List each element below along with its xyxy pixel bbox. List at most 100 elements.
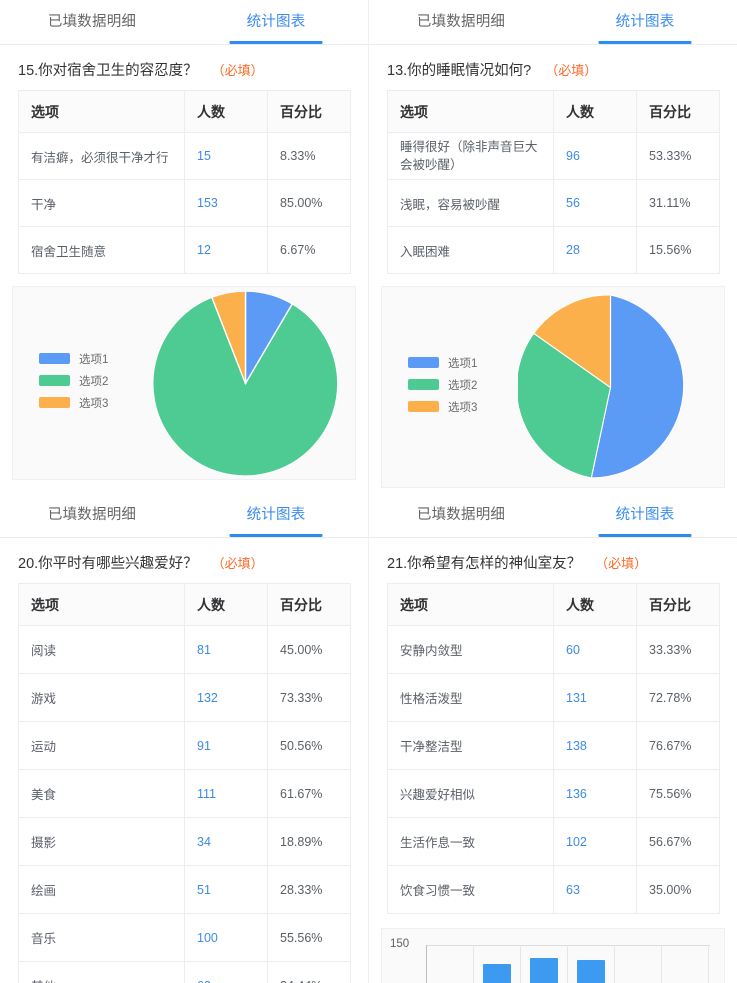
cell-count[interactable]: 12 [184, 226, 268, 274]
required-tag: （必填） [211, 63, 264, 78]
bar-item[interactable] [530, 958, 558, 983]
tab-bar: 已填数据明细 统计图表 [369, 0, 737, 45]
cell-percent: 18.89% [267, 817, 351, 866]
bar-gridline [473, 945, 474, 983]
cell-percent: 61.67% [267, 769, 351, 818]
cell-percent: 56.67% [636, 817, 720, 866]
cell-option: 音乐 [18, 913, 185, 962]
cell-count[interactable]: 81 [184, 625, 268, 674]
table-row: 摄影 34 18.89% [18, 817, 351, 866]
cell-option: 干净整洁型 [387, 721, 554, 770]
cell-count[interactable]: 56 [553, 179, 637, 227]
tab-statistics-chart[interactable]: 统计图表 [184, 493, 368, 537]
question-text: 15.你对宿舍卫生的容忍度？ [18, 63, 198, 79]
cell-count[interactable]: 15 [184, 132, 268, 180]
required-tag: （必填） [595, 556, 648, 571]
cell-option: 生活作息一致 [387, 817, 554, 866]
cell-option: 绘画 [18, 865, 185, 914]
cell-count[interactable]: 131 [553, 673, 637, 722]
cell-option: 宿舍卫生随意 [18, 226, 185, 274]
table-row: 有洁癖，必须很干净才行 15 8.33% [18, 132, 351, 180]
cell-count[interactable]: 63 [553, 865, 637, 914]
table-header-row: 选项 人数 百分比 [387, 583, 720, 626]
question-title: 15.你对宿舍卫生的容忍度？ （必填） [18, 59, 368, 80]
cell-percent: 34.44% [267, 961, 351, 983]
cell-count[interactable]: 100 [184, 913, 268, 962]
cell-count[interactable]: 138 [553, 721, 637, 770]
header-percent: 百分比 [636, 90, 720, 133]
cell-percent: 33.33% [636, 625, 720, 674]
pie-svg [515, 294, 685, 479]
tab-bar: 已填数据明细 统计图表 [0, 0, 368, 45]
legend-item[interactable]: 选项1 [408, 354, 477, 371]
tab-statistics-chart[interactable]: 统计图表 [184, 0, 368, 44]
cell-option: 美食 [18, 769, 185, 818]
tab-label: 统计图表 [615, 507, 675, 523]
header-option: 选项 [18, 90, 185, 133]
cell-count[interactable]: 111 [184, 769, 268, 818]
tab-filled-data-detail[interactable]: 已填数据明细 [0, 493, 184, 537]
tab-filled-data-detail[interactable]: 已填数据明细 [369, 493, 553, 537]
question-title: 21.你希望有怎样的神仙室友？ （必填） [387, 552, 737, 573]
legend-label: 选项2 [448, 379, 478, 392]
pie-chart[interactable] [515, 294, 703, 485]
panel-bottom-left: 已填数据明细 统计图表 20.你平时有哪些兴趣爱好？ （必填） 选项 人数 百分… [0, 493, 368, 983]
legend-item[interactable]: 选项2 [408, 376, 477, 393]
tab-label: 统计图表 [615, 14, 675, 30]
cell-count[interactable]: 153 [184, 179, 268, 227]
header-count: 人数 [553, 90, 637, 133]
pie-legend: 选项1 选项2 选项3 [39, 350, 108, 416]
legend-item[interactable]: 选项1 [39, 350, 108, 367]
cell-count[interactable]: 91 [184, 721, 268, 770]
legend-label: 选项1 [448, 357, 478, 370]
panel-bottom-right: 已填数据明细 统计图表 21.你希望有怎样的神仙室友？ （必填） 选项 人数 百… [369, 493, 737, 983]
cell-count[interactable]: 96 [553, 132, 637, 180]
tab-filled-data-detail[interactable]: 已填数据明细 [0, 0, 184, 44]
cell-count[interactable]: 102 [553, 817, 637, 866]
pie-slice-series1 [590, 294, 685, 479]
cell-count[interactable]: 34 [184, 817, 268, 866]
cell-option: 睡得很好（除非声音巨大会被吵醒） [387, 132, 554, 180]
cell-option: 摄影 [18, 817, 185, 866]
cell-option: 运动 [18, 721, 185, 770]
header-count: 人数 [184, 583, 268, 626]
cell-count[interactable]: 136 [553, 769, 637, 818]
legend-swatch-series2 [39, 375, 70, 386]
tab-filled-data-detail[interactable]: 已填数据明细 [369, 0, 553, 44]
table-header-row: 选项 人数 百分比 [18, 90, 351, 133]
cell-count[interactable]: 51 [184, 865, 268, 914]
table-header-row: 选项 人数 百分比 [387, 90, 720, 133]
cell-percent: 28.33% [267, 865, 351, 914]
legend-item[interactable]: 选项3 [408, 398, 477, 415]
question-text: 20.你平时有哪些兴趣爱好？ [18, 556, 198, 572]
cell-option: 干净 [18, 179, 185, 227]
cell-percent: 45.00% [267, 625, 351, 674]
bar-item[interactable] [577, 960, 605, 983]
cell-count[interactable]: 60 [553, 625, 637, 674]
cell-percent: 72.78% [636, 673, 720, 722]
statistics-table: 选项 人数 百分比 睡得很好（除非声音巨大会被吵醒） 96 53.33% 浅眠，… [387, 90, 720, 274]
table-row: 生活作息一致 102 56.67% [387, 817, 720, 866]
cell-percent: 8.33% [267, 132, 351, 180]
legend-item[interactable]: 选项2 [39, 372, 108, 389]
tab-statistics-chart[interactable]: 统计图表 [553, 0, 737, 44]
bar-gridline [661, 945, 662, 983]
statistics-table: 选项 人数 百分比 有洁癖，必须很干净才行 15 8.33% 干净 153 85… [18, 90, 351, 274]
cell-count[interactable]: 132 [184, 673, 268, 722]
pie-chart-card: 选项1 选项2 选项3 [12, 286, 356, 480]
cell-option: 饮食习惯一致 [387, 865, 554, 914]
legend-item[interactable]: 选项3 [39, 394, 108, 411]
table-row: 浅眠，容易被吵醒 56 31.11% [387, 179, 720, 227]
cell-count[interactable]: 62 [184, 961, 268, 983]
bar-chart-plot[interactable] [426, 945, 710, 983]
question-text: 13.你的睡眠情况如何? [387, 63, 532, 79]
tab-statistics-chart[interactable]: 统计图表 [553, 493, 737, 537]
table-row: 饮食习惯一致 63 35.00% [387, 865, 720, 914]
tab-label: 统计图表 [246, 14, 306, 30]
cell-count[interactable]: 28 [553, 226, 637, 274]
bar-item[interactable] [483, 964, 511, 983]
statistics-table: 选项 人数 百分比 阅读 81 45.00% 游戏 132 73.33% 运动 [18, 583, 351, 983]
table-row: 性格活泼型 131 72.78% [387, 673, 720, 722]
table-row: 干净 153 85.00% [18, 179, 351, 227]
pie-chart[interactable] [152, 290, 339, 481]
